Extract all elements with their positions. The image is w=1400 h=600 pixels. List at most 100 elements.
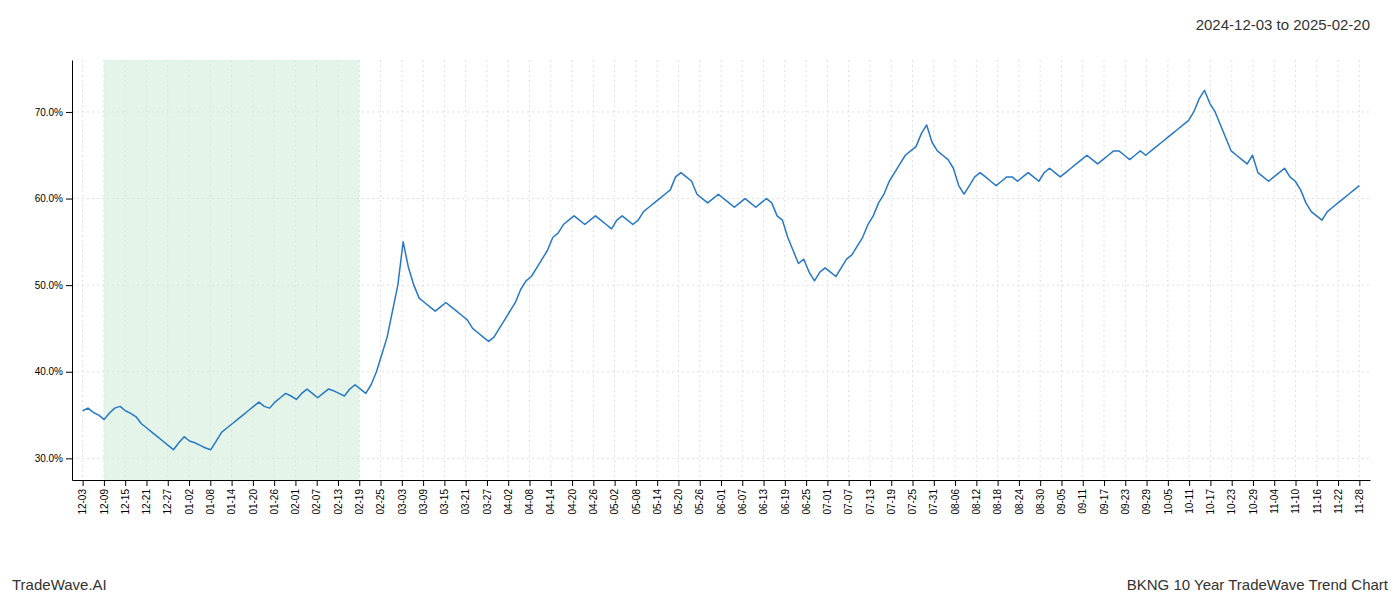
x-tick: 12-21 [141, 480, 152, 515]
x-tick-label: 06-07 [737, 489, 748, 515]
x-tick: 08-30 [1035, 480, 1046, 515]
x-tick: 10-05 [1163, 480, 1174, 515]
x-tick: 03-09 [418, 480, 429, 515]
grid-line-x [1125, 60, 1126, 480]
x-tick: 01-08 [205, 480, 216, 515]
grid-line-x [614, 60, 615, 480]
x-tick-label: 02-25 [375, 489, 386, 515]
y-tick-label: 30.0% [35, 453, 63, 464]
grid-line-x [678, 60, 679, 480]
x-tick-label: 03-27 [482, 489, 493, 515]
x-tick: 04-14 [545, 480, 556, 515]
x-tick-label: 07-13 [865, 489, 876, 515]
x-tick-label: 05-26 [694, 489, 705, 515]
x-tick-label: 09-29 [1141, 489, 1152, 515]
x-tick: 09-23 [1120, 480, 1131, 515]
x-tick-label: 10-29 [1248, 489, 1259, 515]
grid-line-x [1189, 60, 1190, 480]
grid-line-x [1295, 60, 1296, 480]
x-tick: 04-26 [588, 480, 599, 515]
x-tick-mark [1338, 480, 1339, 486]
y-tick-mark [66, 112, 72, 113]
x-tick-mark [125, 480, 126, 486]
x-tick-label: 12-03 [77, 489, 88, 515]
x-tick: 10-29 [1248, 480, 1259, 515]
grid [72, 60, 1370, 480]
x-tick-mark [466, 480, 467, 486]
x-tick-label: 12-27 [162, 489, 173, 515]
grid-line-x [529, 60, 530, 480]
grid-line-x [380, 60, 381, 480]
grid-line-x [572, 60, 573, 480]
x-tick: 10-17 [1205, 480, 1216, 515]
x-tick-mark [317, 480, 318, 486]
x-tick-mark [1125, 480, 1126, 486]
x-tick-label: 04-02 [503, 489, 514, 515]
x-tick: 04-02 [503, 480, 514, 515]
x-tick-mark [359, 480, 360, 486]
x-tick-mark [338, 480, 339, 486]
x-tick: 01-26 [269, 480, 280, 515]
x-tick-mark [976, 480, 977, 486]
grid-line-x [423, 60, 424, 480]
x-tick-label: 05-08 [631, 489, 642, 515]
x-tick-mark [232, 480, 233, 486]
y-tick: 60.0% [35, 193, 72, 204]
footer-right: BKNG 10 Year TradeWave Trend Chart [1127, 576, 1389, 593]
y-tick-mark [66, 285, 72, 286]
grid-line-x [1082, 60, 1083, 480]
x-tick-mark [785, 480, 786, 486]
grid-line-x [1210, 60, 1211, 480]
x-tick-label: 03-03 [397, 489, 408, 515]
x-tick-label: 02-07 [311, 489, 322, 515]
x-tick-mark [529, 480, 530, 486]
x-tick: 12-15 [120, 480, 131, 515]
x-tick: 08-18 [992, 480, 1003, 515]
x-tick-mark [678, 480, 679, 486]
grid-line-x [1316, 60, 1317, 480]
x-tick-mark [1104, 480, 1105, 486]
x-tick-label: 08-06 [950, 489, 961, 515]
x-tick: 12-27 [162, 480, 173, 515]
x-tick-mark [1019, 480, 1020, 486]
y-tick: 30.0% [35, 453, 72, 464]
x-tick: 06-13 [758, 480, 769, 515]
x-tick-mark [381, 480, 382, 486]
grid-line-x [1167, 60, 1168, 480]
grid-line-x [1274, 60, 1275, 480]
x-tick: 02-07 [311, 480, 322, 515]
x-tick-label: 10-05 [1163, 489, 1174, 515]
x-tick-label: 04-14 [545, 489, 556, 515]
x-tick: 08-06 [950, 480, 961, 515]
x-tick-mark [1253, 480, 1254, 486]
x-tick-label: 08-24 [1014, 489, 1025, 515]
x-tick: 01-14 [226, 480, 237, 515]
x-tick: 11-22 [1333, 480, 1344, 514]
x-tick: 09-17 [1099, 480, 1110, 515]
trend-line [83, 90, 1360, 449]
x-tick-label: 02-19 [354, 489, 365, 515]
x-tick-mark [1232, 480, 1233, 486]
x-tick: 03-03 [397, 480, 408, 515]
grid-line-x [933, 60, 934, 480]
x-tick-label: 09-05 [1056, 489, 1067, 515]
x-tick: 07-07 [843, 480, 854, 515]
x-tick-label: 05-14 [652, 489, 663, 515]
x-tick-mark [210, 480, 211, 486]
y-tick-mark [66, 199, 72, 200]
x-tick-mark [849, 480, 850, 486]
x-tick-mark [1359, 480, 1360, 486]
x-tick: 08-24 [1014, 480, 1025, 515]
x-tick-mark [700, 480, 701, 486]
x-axis: 12-03 12-09 12-15 12-21 12-27 01-02 01-08 01-14… [73, 480, 1371, 515]
x-tick-label: 07-31 [928, 489, 939, 515]
y-axis: 30.0%40.0%50.0%60.0%70.0% [35, 61, 73, 481]
y-tick-mark [66, 458, 72, 459]
x-tick-label: 12-09 [99, 489, 110, 515]
x-tick-mark [721, 480, 722, 486]
x-tick: 01-02 [184, 480, 195, 515]
x-tick-label: 10-11 [1184, 489, 1195, 514]
x-tick-mark [742, 480, 743, 486]
x-tick-mark [572, 480, 573, 486]
x-tick: 09-11 [1077, 480, 1088, 514]
